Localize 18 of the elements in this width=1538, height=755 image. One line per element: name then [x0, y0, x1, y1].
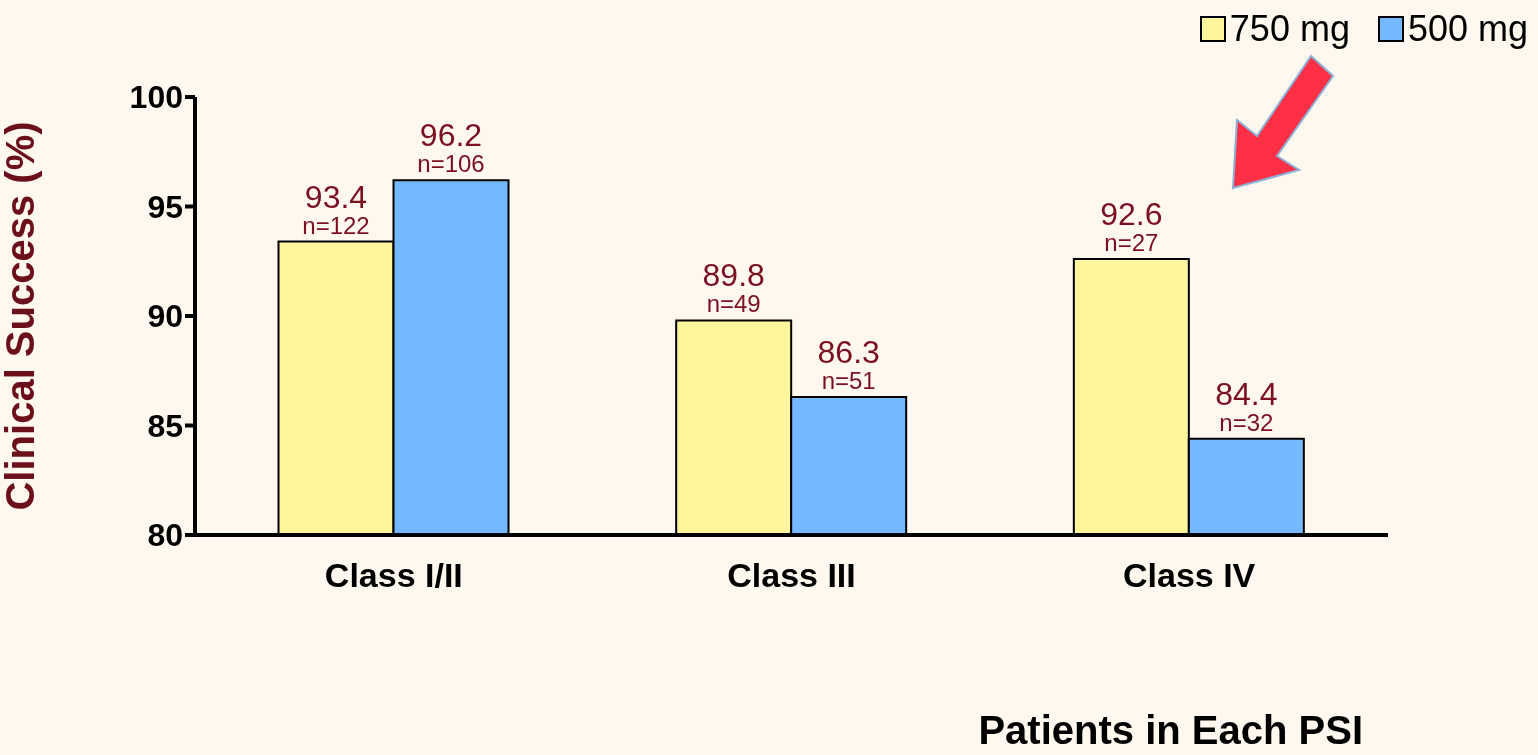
y-tick-label: 80	[147, 517, 183, 554]
legend-label: 750 mg	[1229, 8, 1350, 50]
data-label: 96.2 n=106	[417, 117, 485, 178]
x-axis-title: Patients in Each PSI	[978, 708, 1363, 753]
y-axis-title: Clinical Success (%)	[0, 121, 43, 511]
x-tick-label: Class III	[727, 556, 856, 595]
data-label: 93.4 n=122	[302, 178, 370, 239]
legend-label: 500 mg	[1407, 8, 1528, 50]
data-label: 86.3 n=51	[817, 334, 880, 395]
y-tick-label: 100	[129, 79, 183, 116]
x-tick-label: Class I/II	[324, 556, 463, 595]
y-tick-label: 90	[147, 298, 183, 335]
x-tick-label: Class IV	[1123, 556, 1256, 595]
data-label: 84.4 n=32	[1215, 375, 1278, 436]
y-tick-label: 95	[147, 188, 183, 225]
data-label: 89.8 n=49	[702, 257, 765, 318]
data-label: 92.6 n=27	[1100, 196, 1163, 257]
y-tick-label: 85	[147, 407, 183, 444]
